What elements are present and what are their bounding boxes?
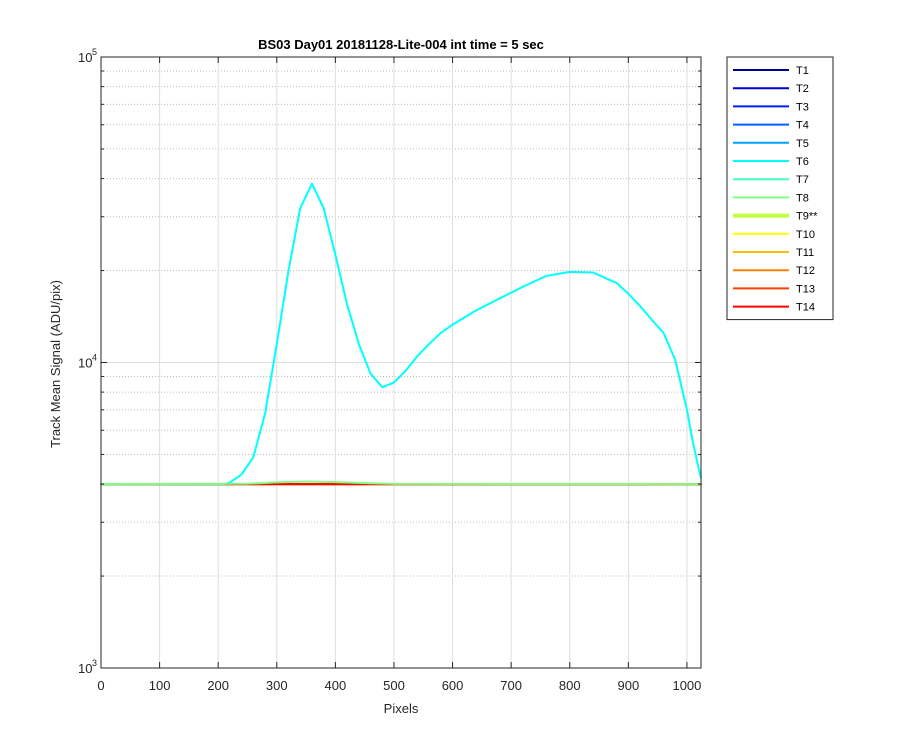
y-tick-base: 10: [78, 50, 92, 65]
legend-label: T2: [796, 83, 809, 95]
series-lines: [100, 182, 702, 486]
legend-label: T5: [796, 138, 809, 150]
legend-label: T4: [796, 120, 809, 132]
legend-item-t3: T3: [733, 101, 809, 113]
x-tick-label: 100: [149, 678, 171, 693]
y-tick-exponent: 5: [92, 47, 97, 57]
legend-label: T10: [796, 229, 815, 241]
x-tick-label: 600: [442, 678, 464, 693]
x-tick-label: 1000: [672, 678, 701, 693]
y-tick-base: 10: [78, 661, 92, 676]
legend-item-t1: T1: [733, 65, 809, 77]
series-line-t6: [100, 182, 702, 486]
x-tick-label: 500: [383, 678, 405, 693]
legend-item-t8: T8: [733, 192, 809, 204]
legend: T1 T2 T3 T4 T5 T6 T7 T8 T9** T10 T11 T12 T13 T14: [726, 56, 834, 321]
y-tick-base: 10: [78, 356, 92, 371]
series-line-t8: [100, 480, 702, 486]
legend-item-t4: T4: [733, 120, 809, 132]
x-tick-label: 400: [325, 678, 347, 693]
legend-label: T13: [796, 283, 815, 295]
x-tick-label: 0: [97, 678, 104, 693]
legend-label: T8: [796, 192, 809, 204]
legend-box: [726, 56, 834, 321]
legend-label: T9**: [796, 211, 818, 223]
legend-label: T3: [796, 101, 809, 113]
x-tick-label: 300: [266, 678, 288, 693]
x-tick-label: 200: [207, 678, 229, 693]
y-tick-label: 10 3: [78, 658, 97, 676]
legend-item-t7: T7: [733, 174, 809, 186]
legend-label: T6: [796, 156, 809, 168]
legend-item-t11: T11: [733, 247, 814, 259]
legend-item-t5: T5: [733, 138, 809, 150]
x-tick-labels: 0 100 200 300 400 500 600 700 800 900 1000: [97, 678, 701, 693]
legend-label: T7: [796, 174, 809, 186]
legend-item-t13: T13: [733, 283, 815, 295]
y-tick-exponent: 4: [92, 353, 97, 363]
y-axis-label: Track Mean Signal (ADU/pix): [48, 280, 63, 448]
legend-label: T1: [796, 65, 809, 77]
legend-item-t6: T6: [733, 156, 809, 168]
x-tick-label: 900: [617, 678, 639, 693]
legend-items: T1 T2 T3 T4 T5 T6 T7 T8 T9** T10 T11 T12 T13 T14: [733, 65, 818, 314]
legend-item-t14: T14: [733, 302, 815, 314]
y-tick-label: 10 4: [78, 353, 97, 371]
legend-item-t10: T10: [733, 229, 815, 241]
x-tick-label: 700: [500, 678, 522, 693]
x-axis-label: Pixels: [384, 701, 419, 716]
legend-item-t2: T2: [733, 83, 809, 95]
legend-label: T11: [796, 247, 814, 259]
legend-item-t9: T9**: [733, 211, 818, 223]
legend-label: T12: [796, 265, 815, 277]
y-tick-label: 10 5: [78, 47, 97, 65]
plot-area: 0 100 200 300 400 500 600 700 800 900 1000 10 310 41…: [78, 47, 702, 693]
x-tick-label: 800: [559, 678, 581, 693]
legend-label: T14: [796, 302, 815, 314]
chart-title: BS03 Day01 20181128-Lite-004 int time = …: [258, 37, 544, 52]
tick-marks: [100, 56, 701, 669]
y-tick-exponent: 3: [92, 658, 97, 668]
legend-item-t12: T12: [733, 265, 815, 277]
